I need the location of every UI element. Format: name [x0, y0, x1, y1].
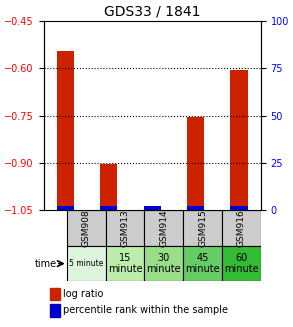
- FancyBboxPatch shape: [106, 210, 144, 246]
- FancyBboxPatch shape: [144, 210, 183, 246]
- Text: GSM908: GSM908: [82, 209, 91, 247]
- Bar: [187, 117, 204, 210]
- Text: log ratio: log ratio: [63, 289, 103, 299]
- Bar: [230, 206, 248, 210]
- Bar: [187, 206, 204, 210]
- Bar: [100, 164, 117, 210]
- Text: 30
minute: 30 minute: [146, 253, 181, 274]
- FancyBboxPatch shape: [67, 246, 106, 281]
- FancyBboxPatch shape: [106, 246, 144, 281]
- Bar: [57, 206, 74, 210]
- Bar: [230, 70, 248, 210]
- Text: 5 minute: 5 minute: [69, 259, 103, 268]
- FancyBboxPatch shape: [183, 210, 222, 246]
- Bar: [50, 287, 60, 300]
- Bar: [144, 206, 161, 210]
- FancyBboxPatch shape: [67, 210, 106, 246]
- Text: 45
minute: 45 minute: [185, 253, 220, 274]
- Text: GSM913: GSM913: [120, 209, 130, 247]
- Text: 15
minute: 15 minute: [108, 253, 142, 274]
- Bar: [57, 51, 74, 210]
- FancyBboxPatch shape: [222, 246, 261, 281]
- Text: 60
minute: 60 minute: [224, 253, 259, 274]
- Bar: [50, 304, 60, 317]
- FancyBboxPatch shape: [222, 210, 261, 246]
- Text: time: time: [35, 259, 57, 268]
- Text: GSM916: GSM916: [237, 209, 246, 247]
- Text: GSM914: GSM914: [159, 209, 168, 247]
- Text: GSM915: GSM915: [198, 209, 207, 247]
- Title: GDS33 / 1841: GDS33 / 1841: [104, 4, 200, 18]
- FancyBboxPatch shape: [183, 246, 222, 281]
- Bar: [100, 206, 117, 210]
- Text: percentile rank within the sample: percentile rank within the sample: [63, 305, 228, 316]
- FancyBboxPatch shape: [144, 246, 183, 281]
